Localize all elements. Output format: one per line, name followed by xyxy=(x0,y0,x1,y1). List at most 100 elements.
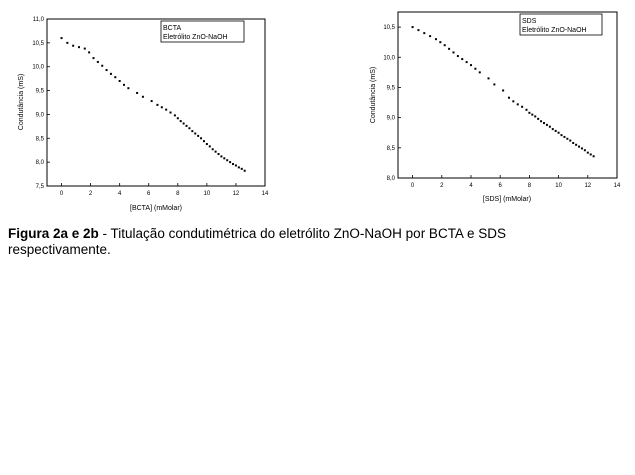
data-point xyxy=(531,113,534,116)
data-point xyxy=(470,64,472,67)
data-point xyxy=(165,108,168,111)
data-point xyxy=(516,103,519,106)
data-point xyxy=(173,114,176,117)
data-point xyxy=(92,57,95,60)
data-point xyxy=(537,117,540,120)
data-point xyxy=(580,147,583,150)
caption-text: - Titulação condutimétrica do eletrólito… xyxy=(8,226,506,257)
y-tick-label: 10,5 xyxy=(32,41,44,47)
data-point xyxy=(127,87,130,90)
data-point xyxy=(502,89,505,92)
data-point xyxy=(114,76,117,79)
data-point xyxy=(197,134,200,137)
data-point xyxy=(487,77,490,80)
data-point xyxy=(429,35,432,38)
legend: SDS Eletrólito ZnO-NaOH xyxy=(519,13,603,36)
data-point xyxy=(417,29,420,32)
y-tick-label: 9,0 xyxy=(387,116,396,122)
y-tick-label: 10,0 xyxy=(32,65,44,71)
data-point xyxy=(136,91,139,94)
data-point xyxy=(185,124,188,127)
data-point xyxy=(202,140,205,143)
x-tick-label: 6 xyxy=(147,191,151,197)
data-point xyxy=(123,83,126,86)
data-point xyxy=(179,120,182,123)
data-point xyxy=(150,100,153,103)
data-point xyxy=(423,32,426,35)
data-point xyxy=(205,143,208,146)
data-point xyxy=(237,166,240,169)
chart-area: 0 2 4 6 8 10 12 14 7,5 8,0 8,5 9,0 9,5 10,0 10,5 11,0 B… xyxy=(18,11,621,212)
data-point xyxy=(521,105,524,108)
x-tick-label: 8 xyxy=(528,183,532,189)
data-point xyxy=(528,111,531,114)
y-tick-label: 10,5 xyxy=(383,25,395,31)
data-point xyxy=(448,47,451,50)
data-point xyxy=(563,135,566,138)
x-tick-label: 0 xyxy=(60,191,64,197)
data-point xyxy=(194,132,197,135)
y-axis-label: Condutância (mS) xyxy=(370,67,377,123)
data-point xyxy=(543,122,545,125)
data-point xyxy=(88,51,91,54)
data-point xyxy=(465,61,468,64)
data-point xyxy=(569,139,572,142)
chart-sds: 0 2 4 6 8 10 12 14 8,0 8,5 9,0 9,5 10,0 10,5 SDS Elet… xyxy=(370,11,621,203)
legend-box xyxy=(519,13,603,36)
y-tick-label: 11,0 xyxy=(33,17,45,23)
data-point xyxy=(560,134,563,137)
caption-bold: Figura 2a e 2b xyxy=(8,226,99,241)
data-point xyxy=(461,58,464,61)
data-point xyxy=(220,155,223,158)
x-tick-label: 10 xyxy=(204,191,211,197)
figure-caption: Figura 2a e 2b - Titulação condutimétric… xyxy=(8,226,608,258)
data-point xyxy=(548,125,551,128)
data-point xyxy=(493,83,496,86)
y-tick-label: 8,0 xyxy=(387,176,396,182)
legend-entry: BCTA xyxy=(163,25,181,32)
data-point xyxy=(534,115,537,118)
data-point xyxy=(208,145,211,148)
legend-entry: SDS xyxy=(522,18,537,25)
data-point xyxy=(232,163,235,166)
data-point xyxy=(434,38,437,41)
plot-frame xyxy=(46,18,266,187)
legend-box xyxy=(160,20,245,43)
x-tick-label: 14 xyxy=(614,183,621,189)
y-axis-label: Condutância (mS) xyxy=(18,74,25,130)
data-point xyxy=(545,123,548,126)
data-point xyxy=(507,96,510,99)
data-point xyxy=(554,129,557,132)
data-point xyxy=(589,153,592,156)
x-tick-label: 10 xyxy=(555,183,562,189)
data-point xyxy=(478,71,481,74)
data-point xyxy=(586,151,589,154)
data-point xyxy=(72,44,75,47)
data-point xyxy=(191,130,194,133)
x-tick-label: 8 xyxy=(176,191,180,197)
data-point xyxy=(226,159,229,162)
data-point xyxy=(439,41,442,44)
legend-entry: Eletrólito ZnO-NaOH xyxy=(522,27,587,34)
x-axis-label: [SDS] (mMolar) xyxy=(483,196,531,203)
data-point xyxy=(66,41,69,44)
data-point xyxy=(443,44,446,47)
x-tick-label: 4 xyxy=(469,183,473,189)
data-point xyxy=(105,69,108,72)
data-point xyxy=(83,47,86,50)
x-tick-label: 14 xyxy=(262,191,269,197)
y-tick-label: 9,0 xyxy=(36,112,45,118)
x-tick-label: 2 xyxy=(89,191,93,197)
y-tick-label: 8,0 xyxy=(36,160,45,166)
data-point xyxy=(240,167,243,170)
data-point xyxy=(234,164,237,167)
data-point xyxy=(96,60,99,63)
data-point xyxy=(540,120,543,123)
data-point xyxy=(60,37,63,40)
data-point xyxy=(512,100,515,103)
data-point xyxy=(118,80,121,83)
data-point xyxy=(243,169,246,172)
data-point xyxy=(229,161,232,164)
data-point xyxy=(411,26,414,29)
y-tick-label: 8,5 xyxy=(387,146,396,152)
